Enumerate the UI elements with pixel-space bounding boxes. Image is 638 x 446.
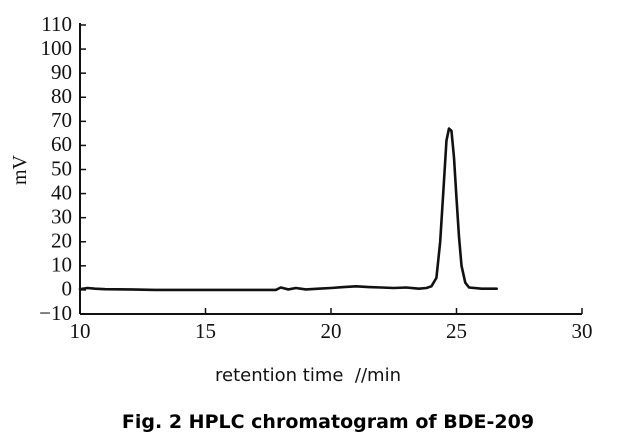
y-tick-label: 90 [51, 60, 72, 84]
chart-title: Fig. 2 HPLC chromatogram of BDE-209 [122, 411, 534, 433]
data-line [78, 127, 498, 292]
y-tick-label: 100 [41, 36, 73, 60]
y-tick-label: 80 [51, 84, 72, 108]
x-tick-label: 30 [572, 319, 593, 343]
x-tick-label: 10 [70, 319, 91, 343]
y-axis-label: mV [9, 154, 31, 185]
x-tick-label: 25 [446, 319, 467, 343]
y-tick-label: 30 [51, 204, 72, 228]
y-tick-label: 0 [62, 277, 73, 301]
y-tick-label: 60 [51, 132, 72, 156]
x-tick-label: 20 [321, 319, 342, 343]
y-tick-label: −10 [39, 301, 72, 325]
y-tick-label: 20 [51, 229, 72, 253]
y-tick-label: 70 [51, 108, 72, 132]
y-tick-label: 50 [51, 156, 72, 180]
x-axis-label: retention time //min [215, 365, 401, 386]
x-tick-label: 15 [195, 319, 216, 343]
y-tick-label: 40 [51, 180, 72, 204]
y-tick-label: 110 [41, 12, 72, 36]
y-tick-label: 10 [51, 253, 72, 277]
